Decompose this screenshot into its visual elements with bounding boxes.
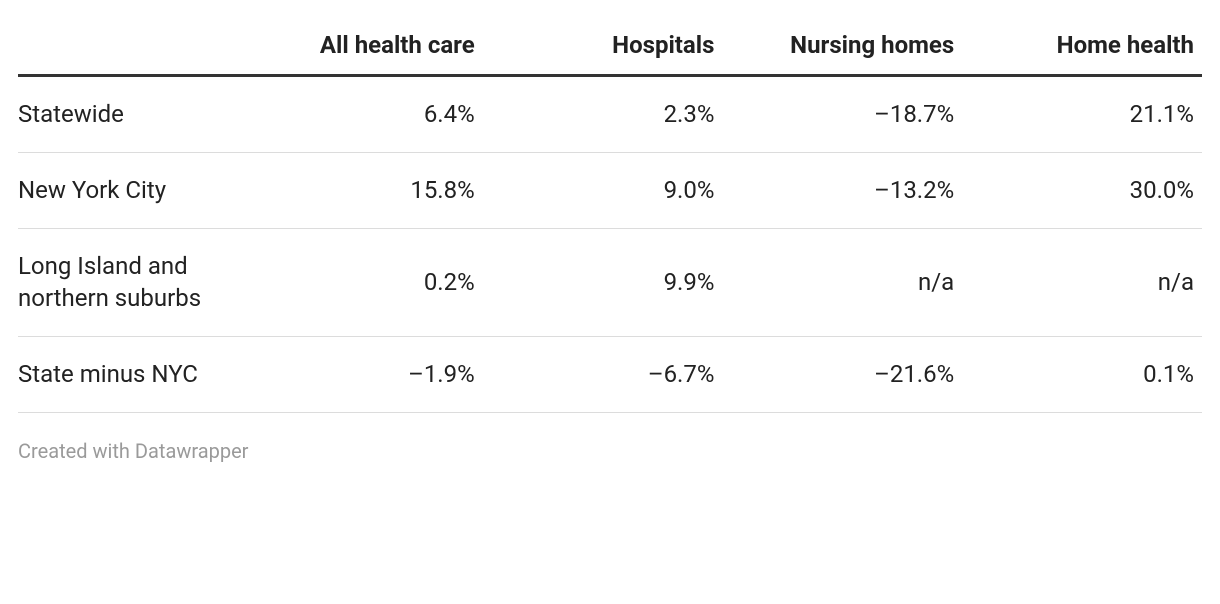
row-label: New York City	[18, 153, 243, 229]
cell-value: 0.1%	[962, 336, 1202, 412]
cell-value: 0.2%	[243, 229, 483, 336]
col-header-hospitals: Hospitals	[483, 20, 723, 76]
cell-value: –21.6%	[722, 336, 962, 412]
data-table: All health care Hospitals Nursing homes …	[18, 20, 1202, 413]
col-header-home-health: Home health	[962, 20, 1202, 76]
chart-credit: Created with Datawrapper	[18, 439, 1202, 463]
table-row: Long Island and northern suburbs 0.2% 9.…	[18, 229, 1202, 336]
cell-value: 9.9%	[483, 229, 723, 336]
cell-value: –1.9%	[243, 336, 483, 412]
cell-value: –13.2%	[722, 153, 962, 229]
cell-value: –18.7%	[722, 76, 962, 153]
cell-value: 30.0%	[962, 153, 1202, 229]
cell-value: 2.3%	[483, 76, 723, 153]
cell-value: n/a	[722, 229, 962, 336]
cell-value: 9.0%	[483, 153, 723, 229]
cell-value: 15.8%	[243, 153, 483, 229]
row-label: Long Island and northern suburbs	[18, 229, 243, 336]
table-row: State minus NYC –1.9% –6.7% –21.6% 0.1%	[18, 336, 1202, 412]
col-header-nursing-homes: Nursing homes	[722, 20, 962, 76]
cell-value: n/a	[962, 229, 1202, 336]
cell-value: –6.7%	[483, 336, 723, 412]
col-header-rowlabel	[18, 20, 243, 76]
table-row: New York City 15.8% 9.0% –13.2% 30.0%	[18, 153, 1202, 229]
cell-value: 6.4%	[243, 76, 483, 153]
table-header-row: All health care Hospitals Nursing homes …	[18, 20, 1202, 76]
table-row: Statewide 6.4% 2.3% –18.7% 21.1%	[18, 76, 1202, 153]
col-header-all-health-care: All health care	[243, 20, 483, 76]
cell-value: 21.1%	[962, 76, 1202, 153]
row-label: Statewide	[18, 76, 243, 153]
row-label: State minus NYC	[18, 336, 243, 412]
